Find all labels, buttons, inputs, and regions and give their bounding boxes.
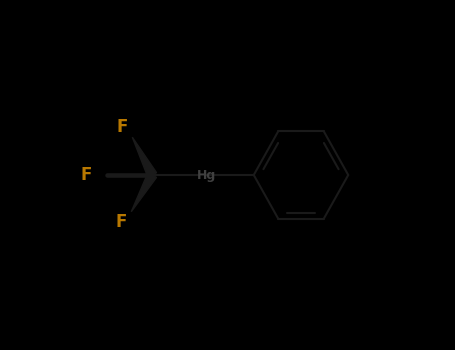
Polygon shape [131, 173, 157, 212]
Text: Hg: Hg [197, 168, 216, 182]
Polygon shape [132, 137, 157, 177]
Text: F: F [80, 166, 91, 184]
Text: F: F [117, 118, 128, 136]
Text: F: F [115, 213, 126, 231]
